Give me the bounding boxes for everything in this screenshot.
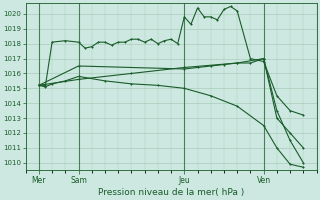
X-axis label: Pression niveau de la mer( hPa ): Pression niveau de la mer( hPa ) — [98, 188, 244, 197]
